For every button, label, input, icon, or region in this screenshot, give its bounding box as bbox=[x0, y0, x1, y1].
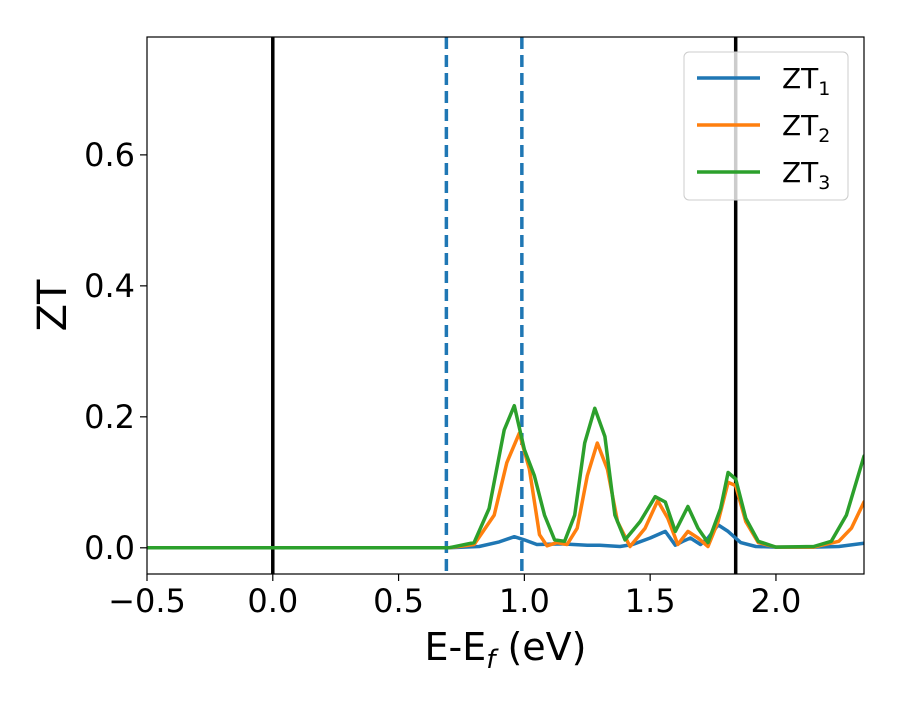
x-tick-label-0: −0.5 bbox=[108, 582, 186, 620]
y-axis-label: ZT bbox=[30, 279, 76, 331]
x-axis-label: E-Ef (eV) bbox=[425, 625, 587, 675]
y-tick-label-1: 0.2 bbox=[84, 398, 135, 436]
plot-frame bbox=[146, 36, 865, 575]
x-tick-label-5: 2.0 bbox=[751, 582, 802, 620]
axes bbox=[140, 36, 865, 581]
series-layer bbox=[147, 403, 864, 550]
legend-label-1: ZT1 bbox=[782, 62, 830, 100]
tick-labels: −0.5 0.0 0.5 1.0 1.5 2.0 0.0 0.2 0.4 0.6 bbox=[84, 136, 801, 620]
legend-label-2: ZT2 bbox=[782, 109, 830, 147]
reference-lines bbox=[271, 37, 738, 574]
x-tick-label-4: 1.5 bbox=[625, 582, 676, 620]
axis-labels: E-Ef (eV) ZT bbox=[30, 279, 587, 675]
x-tick-label-2: 0.5 bbox=[373, 582, 424, 620]
legend-label-3: ZT3 bbox=[782, 156, 830, 194]
legend-box bbox=[683, 51, 849, 201]
y-tick-label-3: 0.6 bbox=[84, 136, 135, 174]
series-line-1 bbox=[147, 523, 864, 550]
series-line-3 bbox=[147, 403, 864, 550]
y-tick-label-2: 0.4 bbox=[84, 267, 135, 305]
y-tick-label-0: 0.0 bbox=[84, 529, 135, 567]
legend: ZT1 ZT2 ZT3 bbox=[683, 51, 849, 201]
series-line-2 bbox=[147, 431, 864, 550]
x-tick-label-3: 1.0 bbox=[499, 582, 550, 620]
x-tick-label-1: 0.0 bbox=[247, 582, 298, 620]
